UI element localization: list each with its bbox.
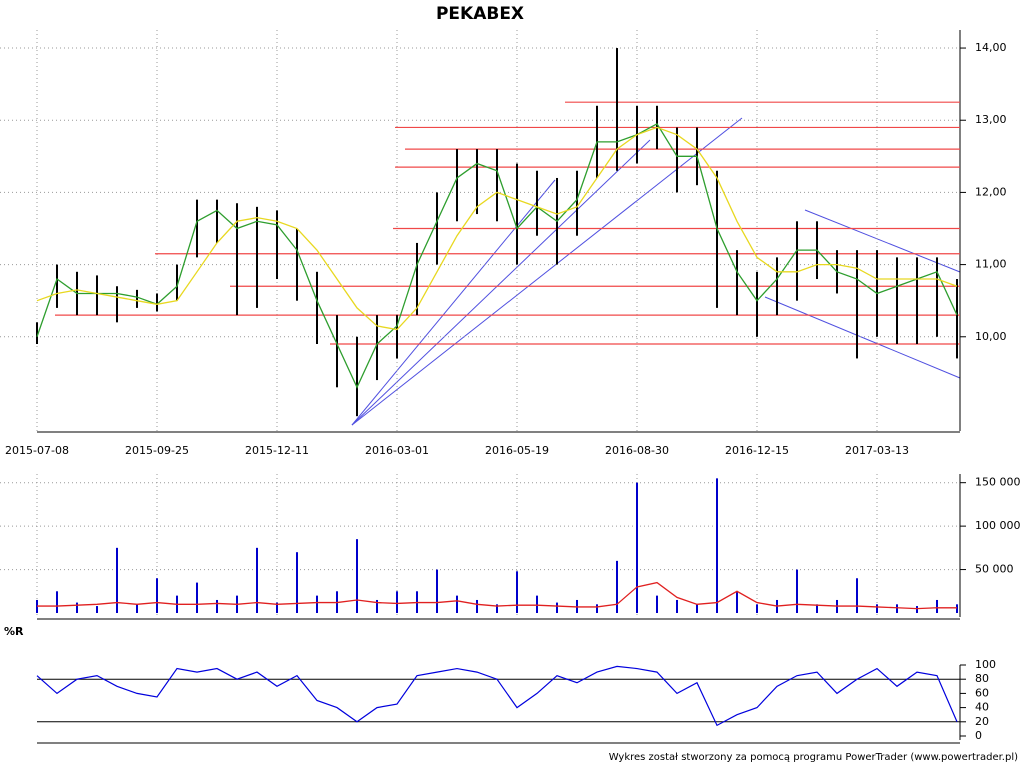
volume-bar — [116, 547, 118, 613]
x-tick-label: 2015-12-11 — [245, 444, 309, 457]
y-tick-label: 12,00 — [975, 185, 1007, 198]
volume-bar — [436, 569, 438, 613]
x-tick-label: 2016-03-01 — [365, 444, 429, 457]
x-tick-label: 2016-08-30 — [605, 444, 669, 457]
y-tick-label: 0 — [975, 729, 982, 742]
x-tick-label: 2017-03-13 — [845, 444, 909, 457]
volume-bar — [456, 595, 458, 613]
volume-bar — [936, 599, 938, 613]
volume-bar — [696, 604, 698, 613]
volume-bar — [956, 604, 958, 613]
volume-bar — [656, 595, 658, 613]
volume-bar — [756, 604, 758, 613]
y-tick-label: 20 — [975, 715, 989, 728]
volume-bar — [376, 599, 378, 613]
volume-bar — [736, 591, 738, 613]
volume-bar — [676, 599, 678, 613]
volume-bar — [896, 604, 898, 613]
x-tick-label: 2016-05-19 — [485, 444, 549, 457]
average-line — [37, 581, 957, 610]
panel-title: %R — [4, 625, 24, 638]
volume-bar — [76, 602, 78, 613]
y-tick-label: 150 000 — [975, 476, 1021, 489]
volume-bar — [556, 602, 558, 613]
footer: Wykres został stworzony za pomocą progra… — [609, 752, 1018, 763]
volume-bar — [56, 591, 58, 613]
x-tick-label: 2016-12-15 — [725, 444, 789, 457]
volume-bar — [356, 539, 358, 613]
y-tick-label: 80 — [975, 672, 989, 685]
volume-bar — [816, 604, 818, 613]
volume-bar — [916, 606, 918, 613]
chart-title: PEKABEX — [436, 4, 524, 24]
y-tick-label: 14,00 — [975, 41, 1007, 54]
y-tick-label: 100 000 — [975, 519, 1021, 532]
y-tick-label: 100 — [975, 658, 996, 671]
volume-bar — [596, 604, 598, 613]
volume-bar — [296, 552, 298, 613]
volume-bar — [156, 578, 158, 613]
y-tick-label: 11,00 — [975, 258, 1007, 271]
trend-line — [351, 179, 556, 426]
y-tick-label: 40 — [975, 701, 989, 714]
volume-bar — [536, 595, 538, 613]
volume-bar — [396, 591, 398, 613]
y-tick-label: 10,00 — [975, 330, 1007, 343]
volume-bar — [636, 482, 638, 613]
volume-bar — [256, 547, 258, 613]
y-tick-label: 50 000 — [975, 563, 1014, 576]
volume-bar — [216, 599, 218, 613]
volume-bar — [616, 560, 618, 613]
trend-line — [351, 117, 743, 426]
volume-bar — [856, 578, 858, 613]
volume-bar — [96, 606, 98, 613]
trend-lines — [351, 117, 961, 426]
y-tick-label: 13,00 — [975, 113, 1007, 126]
volume-bar — [476, 599, 478, 613]
y-tick-label: 60 — [975, 686, 989, 699]
x-tick-label: 2015-07-08 — [5, 444, 69, 457]
volume-bar — [716, 478, 718, 613]
trend-line — [764, 296, 961, 379]
volume-bar — [516, 571, 518, 613]
volume-bar — [316, 595, 318, 613]
indicator-line — [36, 665, 958, 727]
volume-bar — [136, 604, 138, 613]
volume-bar — [796, 569, 798, 613]
trend-line — [804, 209, 961, 273]
average-line — [36, 122, 958, 389]
average-line — [36, 126, 958, 331]
volume-bar — [876, 604, 878, 613]
trend-line — [351, 139, 651, 426]
x-tick-label: 2015-09-25 — [125, 444, 189, 457]
volume-bar — [276, 602, 278, 613]
volume-bar — [496, 604, 498, 613]
volume-bar — [196, 582, 198, 613]
